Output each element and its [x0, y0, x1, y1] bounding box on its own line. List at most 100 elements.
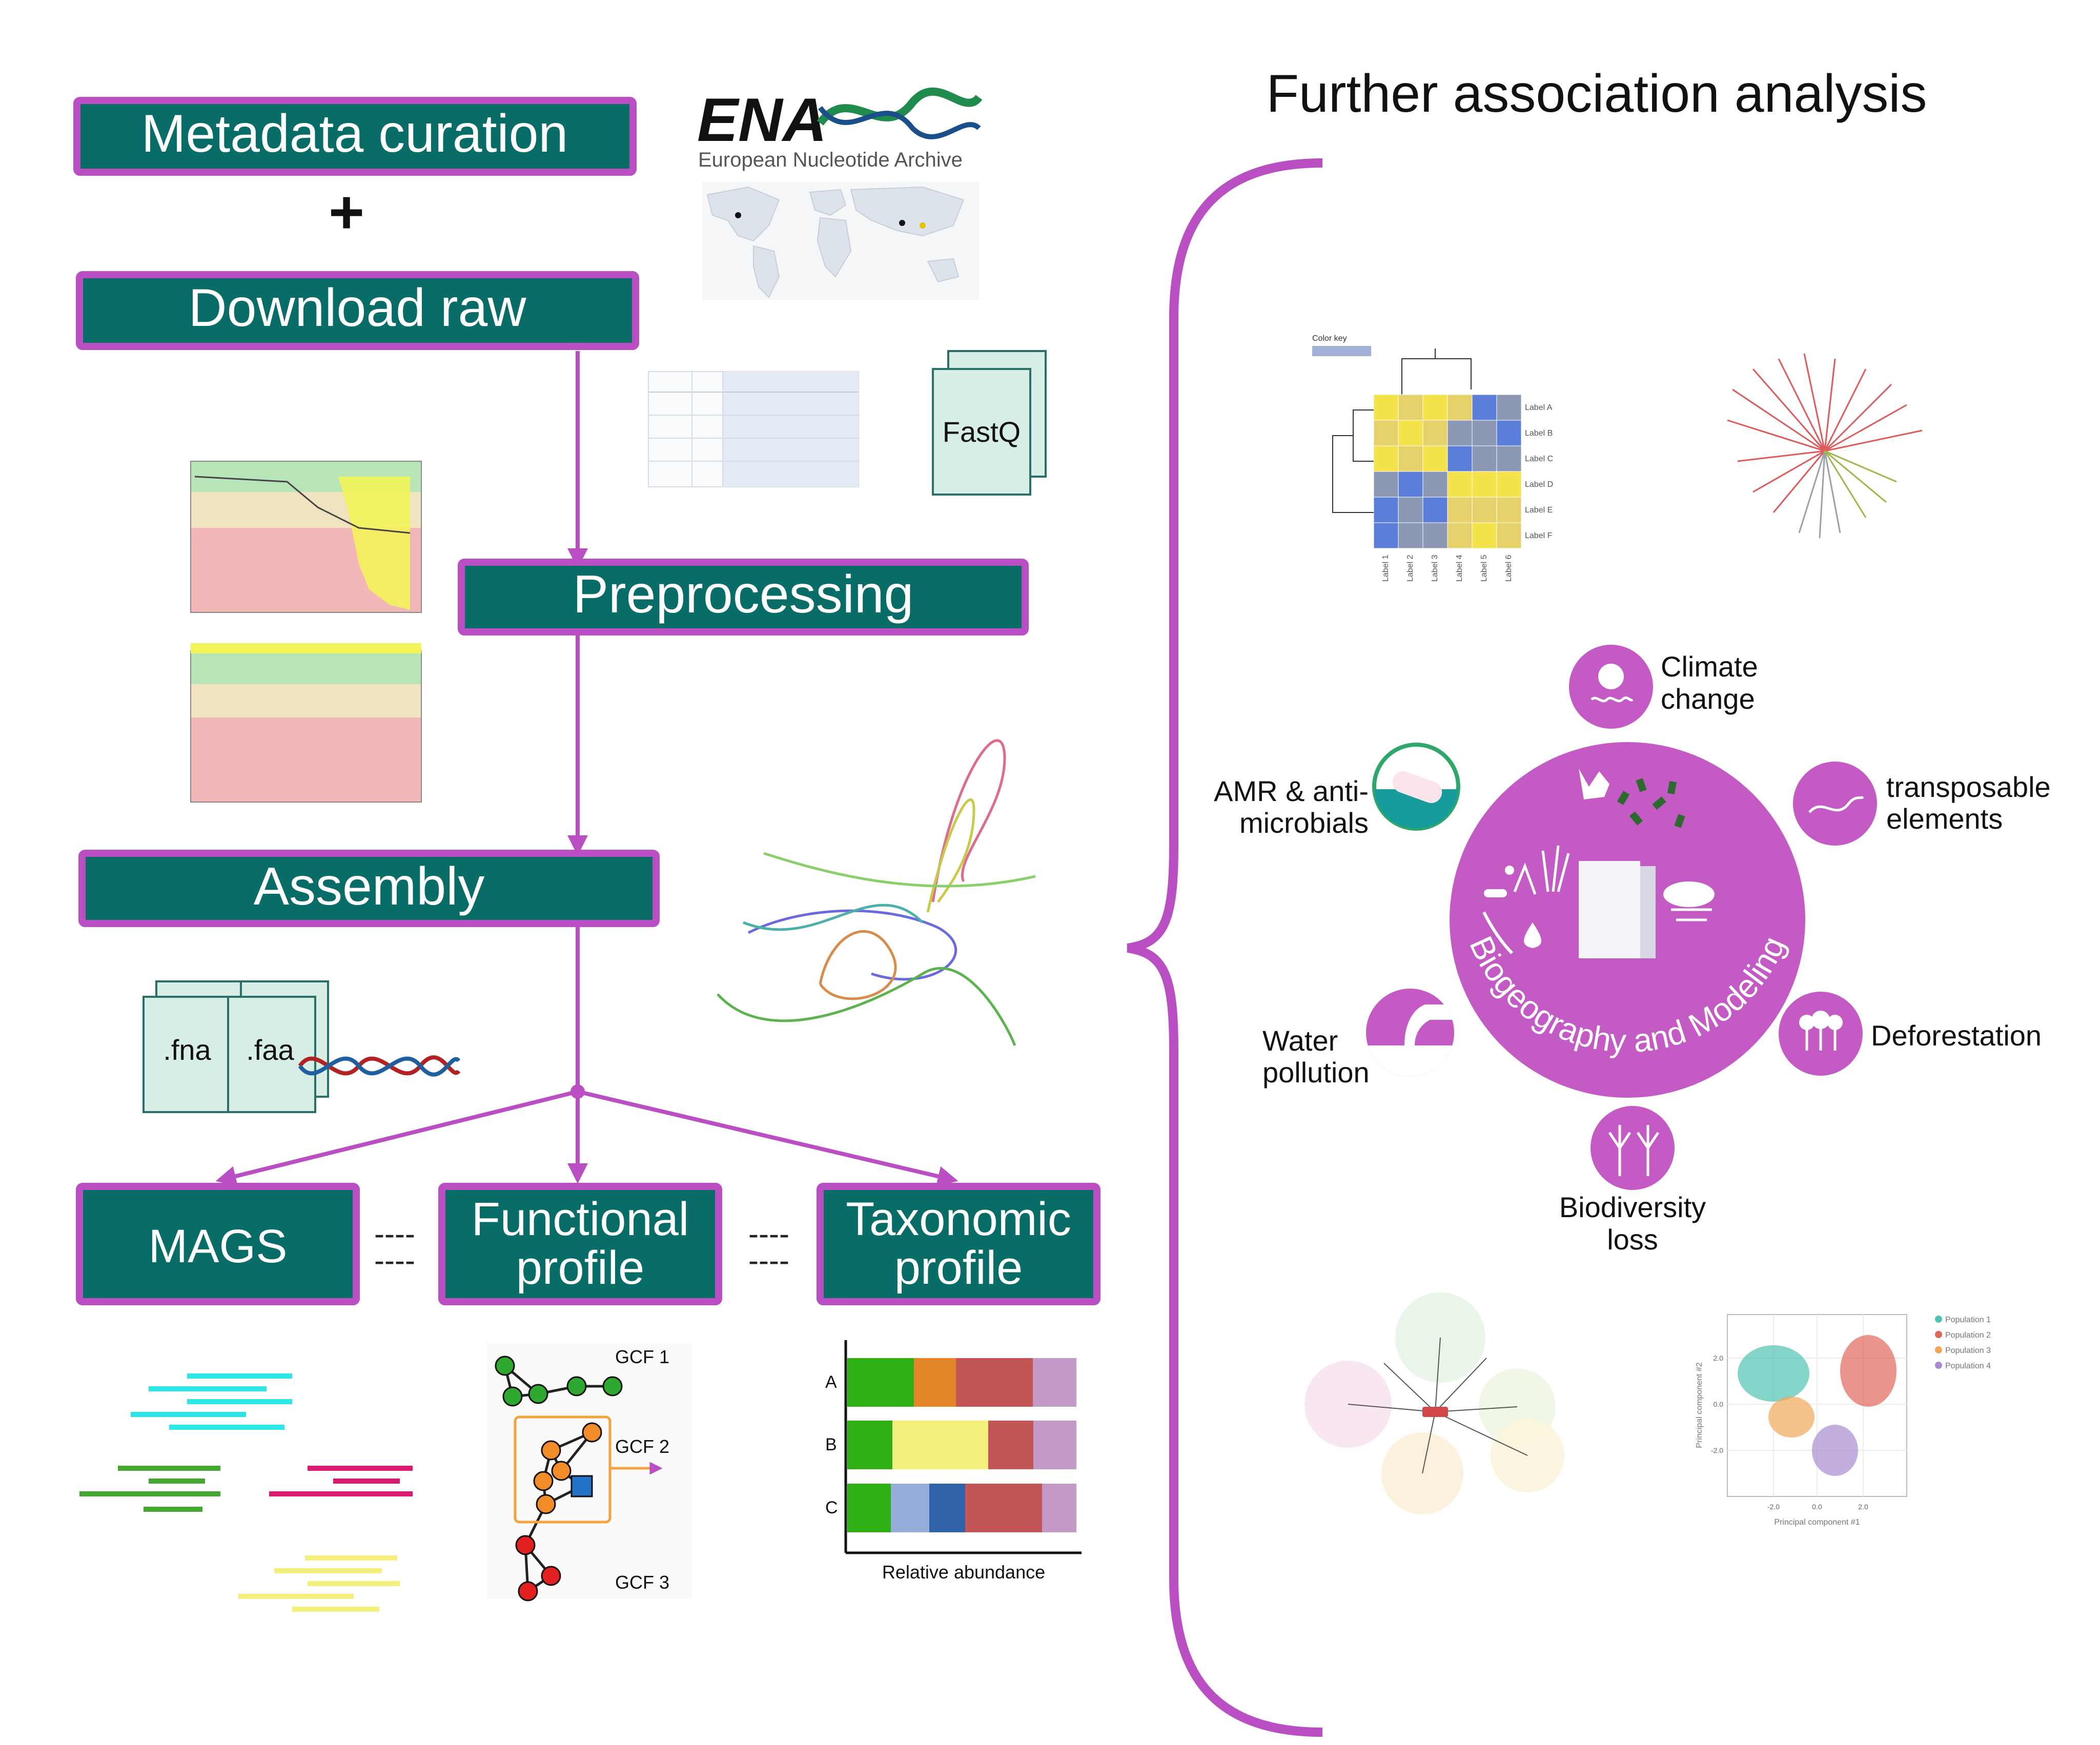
- heatmap-col-5: Label 5: [1480, 555, 1489, 582]
- assembly-graph: [717, 739, 1036, 1046]
- amr-line1: AMR & anti-: [1214, 775, 1369, 807]
- heatmap-row-d: Label D: [1525, 480, 1553, 489]
- interaction-network-thumbnail: [1304, 1292, 1564, 1514]
- heatmap-row-a: Label A: [1525, 403, 1553, 412]
- heatmap-row-e: Label E: [1525, 506, 1553, 515]
- taxonomy-row-c: C: [825, 1498, 838, 1517]
- taxonomy-stacked-bars: A B C Relative abundance: [825, 1340, 1082, 1583]
- pca-ytick-3: -2.0: [1711, 1446, 1723, 1454]
- biodiversity-line1: Biodiversity: [1559, 1191, 1706, 1223]
- ena-logo: ENA European Nucleotide Archive: [697, 86, 983, 171]
- mags-binned-reads: [79, 1373, 413, 1612]
- climate-change-node: Climate change: [1569, 645, 1758, 729]
- metadata-curation-box: Metadata curation: [73, 97, 637, 176]
- taxonomy-xlabel: Relative abundance: [882, 1562, 1045, 1583]
- gcf3-label: GCF 3: [615, 1572, 669, 1593]
- functional-profile-box: Functional profile: [438, 1183, 722, 1305]
- biogeography-hub: Biogeography and Modeling: [1450, 742, 1805, 1098]
- heatmap-col-6: Label 6: [1504, 555, 1513, 582]
- pca-cluster-1: [1738, 1345, 1809, 1402]
- download-raw-label: Download raw: [189, 278, 527, 338]
- heatmap-col-4: Label 4: [1455, 555, 1464, 582]
- mags-label: MAGS: [149, 1220, 288, 1272]
- taxonomy-bar-a: [847, 1358, 1076, 1407]
- heatmap-thumbnail: Color key Label A Label B Label C Label …: [1312, 334, 1553, 582]
- metadata-curation-label: Metadata curation: [141, 104, 568, 163]
- fastq-label: FastQ: [943, 416, 1021, 448]
- faa-file-icon: .faa: [227, 980, 329, 1113]
- biodiversity-line2: loss: [1607, 1223, 1658, 1256]
- quality-plot-raw: [190, 461, 422, 613]
- taxonomy-bar-b: [847, 1421, 1076, 1469]
- metadata-table-thumbnail: [648, 371, 859, 487]
- gcf1-label: GCF 1: [615, 1346, 669, 1367]
- dash-connector-1b: ----: [374, 1243, 415, 1278]
- pca-legend-4: Population 4: [1945, 1362, 1991, 1370]
- heatmap-col-2: Label 2: [1406, 555, 1415, 582]
- quality-plot-trimmed: [190, 643, 422, 803]
- pca-cluster-3: [1768, 1397, 1814, 1438]
- taxonomic-profile-box: Taxonomic profile: [817, 1183, 1100, 1305]
- dash-connector-1a: ----: [374, 1217, 415, 1251]
- heatmap-cells: [1373, 394, 1522, 549]
- amr-line2: microbials: [1239, 807, 1369, 839]
- preprocessing-box: Preprocessing: [458, 559, 1029, 635]
- pca-legend-2: Population 2: [1945, 1331, 1991, 1340]
- heatmap-row-f: Label F: [1525, 531, 1553, 540]
- pca-legend: Population 1 Population 2 Population 3 P…: [1935, 1316, 1991, 1370]
- pca-cluster-2: [1840, 1335, 1897, 1407]
- taxonomic-profile-line2: profile: [894, 1242, 1023, 1294]
- branch-node: [570, 1084, 585, 1099]
- assembly-box: Assembly: [78, 850, 660, 927]
- climate-change-line1: Climate: [1661, 650, 1758, 683]
- download-raw-box: Download raw: [76, 271, 639, 350]
- dash-connector-2a: ----: [748, 1217, 789, 1251]
- pca-xtick-2: 0.0: [1812, 1503, 1822, 1511]
- preprocessing-label: Preprocessing: [573, 565, 914, 624]
- phylogenetic-tree-thumbnail: [1727, 353, 1923, 539]
- deforestation-label: Deforestation: [1871, 1019, 2042, 1052]
- amr-node: AMR & anti- microbials: [1214, 743, 1460, 839]
- water-pollution-node: Water pollution: [1262, 989, 1454, 1089]
- pca-xlabel: Principal component #1: [1774, 1518, 1860, 1527]
- heatmap-col-1: Label 1: [1381, 555, 1390, 582]
- climate-change-line2: change: [1661, 683, 1755, 715]
- taxonomy-bar-c: [847, 1484, 1076, 1532]
- pca-legend-1: Population 1: [1945, 1316, 1991, 1324]
- curly-brace: [1127, 158, 1323, 1737]
- assembly-label: Assembly: [254, 857, 485, 916]
- water-pollution-line1: Water: [1262, 1024, 1338, 1057]
- pca-legend-3: Population 3: [1945, 1346, 1991, 1355]
- plus-sign: +: [329, 178, 364, 247]
- transposable-line1: transposable: [1886, 771, 2051, 803]
- taxonomy-row-b: B: [825, 1435, 837, 1454]
- transposable-elements-node: transposable elements: [1793, 762, 2051, 846]
- pca-ylabel: Principal component #2: [1695, 1362, 1704, 1448]
- taxonomic-profile-line1: Taxonomic: [846, 1193, 1071, 1245]
- pca-ytick-1: 2.0: [1714, 1354, 1724, 1362]
- pca-plot-thumbnail: -2.0 0.0 2.0 2.0 0.0 -2.0 Principal comp…: [1695, 1314, 1991, 1527]
- biodiversity-loss-node: Biodiversity loss: [1559, 1106, 1706, 1256]
- water-pollution-line2: pollution: [1262, 1056, 1370, 1089]
- pipeline-connectors: [215, 351, 959, 1186]
- gene-cluster-network: GCF 1 GCF 2 GCF 3: [487, 1343, 692, 1602]
- dash-connector-2b: ----: [748, 1243, 789, 1278]
- fastq-file-icon: FastQ: [932, 350, 1047, 496]
- heatmap-row-c: Label C: [1525, 455, 1553, 463]
- heatmap-col-3: Label 3: [1431, 555, 1439, 582]
- pca-xtick-1: -2.0: [1767, 1503, 1780, 1511]
- heatmap-color-key: Color key: [1312, 334, 1347, 343]
- transposable-line2: elements: [1886, 803, 2003, 835]
- title: Further association analysis: [1266, 64, 1927, 124]
- pca-ytick-2: 0.0: [1714, 1400, 1724, 1408]
- mags-box: MAGS: [76, 1183, 360, 1305]
- taxonomy-row-a: A: [825, 1372, 837, 1392]
- faa-label: .faa: [246, 1034, 294, 1066]
- pca-cluster-4: [1812, 1425, 1858, 1476]
- functional-profile-line2: profile: [516, 1242, 645, 1294]
- functional-profile-line1: Functional: [472, 1193, 689, 1245]
- dna-helix-icon: [298, 1055, 461, 1077]
- hub-bacteria: [1617, 778, 1685, 828]
- gcf2-label: GCF 2: [615, 1436, 669, 1457]
